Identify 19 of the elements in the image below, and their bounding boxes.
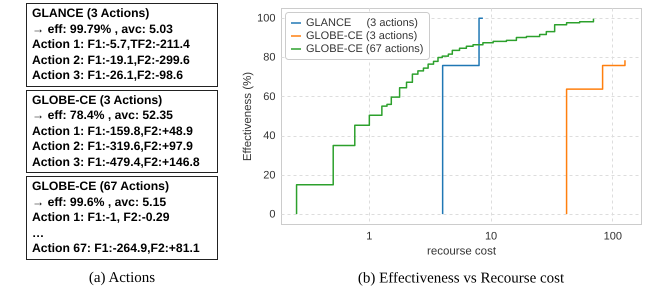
y-tick-label: 60 <box>263 90 276 103</box>
text: (a) Actions <box>88 270 156 286</box>
legend-label: GLANCE (3 actions) <box>306 17 418 29</box>
y-tick-label: 20 <box>263 169 276 182</box>
x-tick-label: 100 <box>604 230 622 242</box>
text: GLANCE (3 Actions) → eff: 99.79% , avc: 5.03 Action 1: F1:-5.7,TF2:-211.4 Action 2: F1:-19.1,F2:-299.6 Action 3: F1:-26.1,F2:-98.6 <box>26 3 218 86</box>
y-tick-label: 0 <box>269 208 276 221</box>
x-axis-title: recourse cost <box>426 246 497 258</box>
text: GLOBE-CE (3 Actions) → eff: 78.4% , avc: 52.35 Action 1: F1:-159.8,F2:+48.9 Action 2: F1:-319.6,F2:+97.9 Action 3: F1:-479.4,F2:+146.8 <box>26 90 218 173</box>
text: GLOBE-CE (67 Actions) → eff: 99.6% , avc: 5.15 Action 1: F1:-1, F2:-0.29 … Action 67: F1:-264.9,F2:+81.1 <box>26 176 218 260</box>
y-tick-label: 100 <box>257 12 276 24</box>
text: (b) Effectiveness vs Recourse cost <box>358 270 565 286</box>
legend-label: GLOBE-CE (3 actions) <box>306 30 418 42</box>
y-axis-title: Effectiveness (%) <box>242 72 254 162</box>
y-tick-label: 80 <box>263 52 276 64</box>
x-tick-label: 1 <box>366 230 372 242</box>
legend-label: GLOBE-CE (67 actions) <box>306 43 424 55</box>
x-tick-label: 10 <box>484 230 498 242</box>
y-tick-label: 40 <box>263 130 276 142</box>
